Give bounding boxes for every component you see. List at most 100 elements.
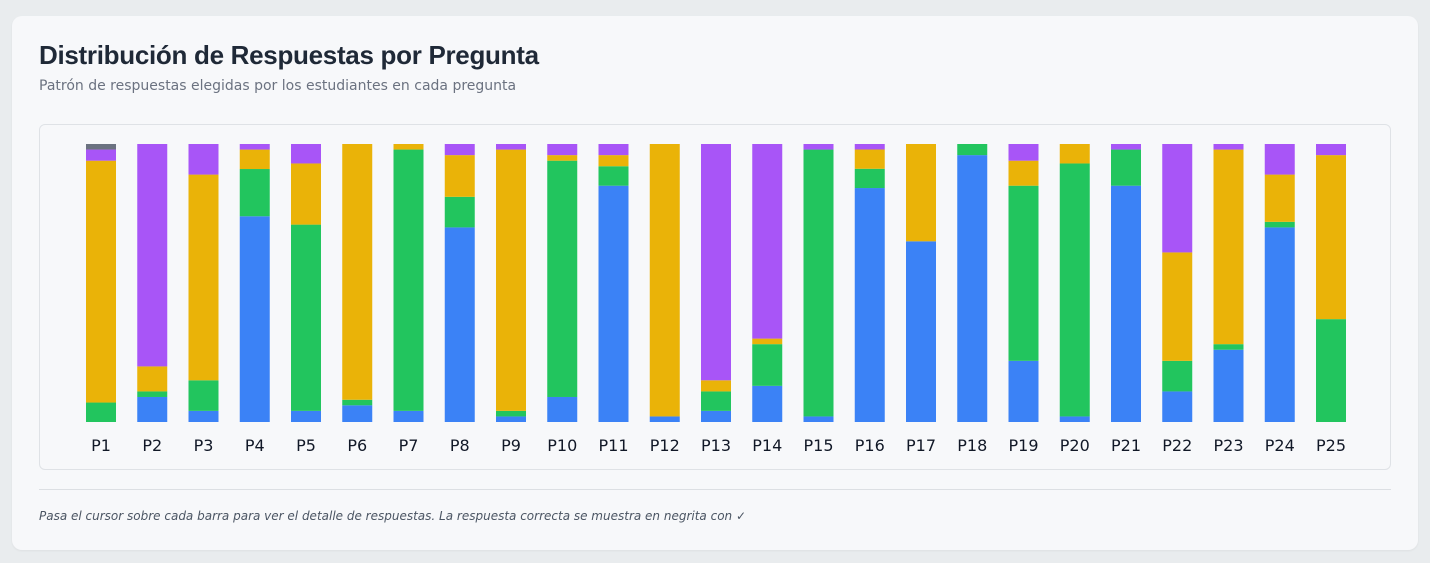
bar-segment-p7-b[interactable] — [393, 149, 424, 411]
bar-segment-p5-c[interactable] — [291, 163, 321, 225]
bar-segment-p24-d[interactable] — [1264, 144, 1295, 175]
bar-segment-p22-c[interactable] — [1162, 252, 1193, 361]
bar-p12[interactable] — [649, 144, 680, 422]
bar-segment-p2-c[interactable] — [137, 366, 168, 392]
bar-p7[interactable] — [393, 144, 424, 422]
bar-p17[interactable] — [906, 144, 936, 422]
bar-segment-p25-c[interactable] — [1316, 155, 1346, 320]
bar-segment-p24-b[interactable] — [1264, 221, 1295, 228]
bar-segment-p11-c[interactable] — [598, 155, 629, 167]
bar-p5[interactable] — [291, 144, 321, 422]
bar-segment-p12-c[interactable] — [649, 144, 680, 417]
bar-segment-p13-d[interactable] — [701, 144, 731, 381]
bar-p20[interactable] — [1059, 144, 1090, 422]
bar-p22[interactable] — [1162, 144, 1193, 422]
bar-segment-p2-b[interactable] — [137, 391, 168, 397]
bar-segment-p23-c[interactable] — [1213, 149, 1244, 345]
bar-segment-p14-c[interactable] — [752, 338, 783, 345]
bar-p19[interactable] — [1008, 144, 1039, 422]
bar-p4[interactable] — [239, 144, 270, 422]
bar-segment-p5-d[interactable] — [291, 144, 321, 164]
bar-segment-p20-b[interactable] — [1059, 163, 1090, 417]
bar-segment-p16-b[interactable] — [854, 168, 885, 189]
bar-segment-p21-d[interactable] — [1111, 144, 1141, 150]
bar-segment-p15-b[interactable] — [803, 149, 834, 417]
bar-p25[interactable] — [1316, 144, 1346, 422]
bar-segment-p4-c[interactable] — [239, 149, 270, 170]
bar-segment-p8-b[interactable] — [444, 196, 475, 228]
bar-segment-p6-b[interactable] — [342, 399, 373, 406]
bar-segment-p22-d[interactable] — [1162, 144, 1193, 253]
bar-segment-p2-a[interactable] — [137, 396, 168, 422]
bar-segment-p16-c[interactable] — [854, 149, 885, 169]
bar-segment-p3-d[interactable] — [188, 144, 219, 175]
bar-segment-p6-a[interactable] — [342, 405, 373, 422]
bar-p16[interactable] — [854, 144, 885, 422]
bar-segment-p5-a[interactable] — [291, 410, 321, 422]
bar-segment-p25-b[interactable] — [1316, 319, 1346, 422]
bar-p2[interactable] — [137, 144, 168, 422]
bar-segment-p21-b[interactable] — [1111, 149, 1141, 186]
bar-segment-p14-d[interactable] — [752, 144, 783, 339]
bar-segment-p19-b[interactable] — [1008, 185, 1039, 361]
bar-segment-p19-d[interactable] — [1008, 144, 1039, 161]
bar-segment-p5-b[interactable] — [291, 224, 321, 411]
bar-segment-p24-c[interactable] — [1264, 174, 1295, 222]
bar-segment-p7-a[interactable] — [393, 410, 424, 422]
bar-p1[interactable] — [86, 144, 116, 422]
bar-segment-p10-a[interactable] — [547, 396, 578, 422]
bar-segment-p4-b[interactable] — [239, 169, 270, 217]
bar-segment-p14-a[interactable] — [752, 385, 783, 422]
bar-segment-p25-d[interactable] — [1316, 144, 1346, 156]
bar-segment-p10-b[interactable] — [547, 160, 578, 397]
bar-segment-p4-a[interactable] — [239, 216, 270, 422]
bar-segment-p11-a[interactable] — [598, 185, 629, 422]
bar-segment-p13-c[interactable] — [701, 380, 731, 392]
bar-segment-p1-d[interactable] — [86, 149, 116, 161]
bar-segment-p3-c[interactable] — [188, 174, 219, 381]
bar-segment-p1-c[interactable] — [86, 160, 116, 403]
bar-p15[interactable] — [803, 144, 834, 422]
bar-segment-p13-b[interactable] — [701, 391, 731, 411]
bar-segment-p24-a[interactable] — [1264, 227, 1295, 422]
bar-segment-p19-c[interactable] — [1008, 160, 1039, 186]
bar-segment-p1-b[interactable] — [86, 402, 116, 422]
bar-segment-p12-a[interactable] — [649, 416, 680, 422]
bar-segment-p22-b[interactable] — [1162, 360, 1193, 392]
bar-segment-p9-a[interactable] — [496, 416, 526, 422]
bar-segment-p9-c[interactable] — [496, 149, 526, 411]
bar-segment-p16-a[interactable] — [854, 188, 885, 422]
bar-segment-p17-a[interactable] — [906, 241, 936, 422]
bar-segment-p20-c[interactable] — [1059, 144, 1090, 164]
bar-segment-p22-a[interactable] — [1162, 391, 1193, 422]
bar-segment-p2-d[interactable] — [137, 144, 168, 367]
bar-p21[interactable] — [1111, 144, 1141, 422]
bar-p8[interactable] — [444, 144, 475, 422]
bar-segment-p23-a[interactable] — [1213, 349, 1244, 422]
bar-segment-p16-d[interactable] — [854, 144, 885, 150]
bar-segment-p11-b[interactable] — [598, 166, 629, 186]
bar-segment-p4-d[interactable] — [239, 144, 270, 150]
bar-segment-p15-a[interactable] — [803, 416, 834, 422]
bar-segment-p13-a[interactable] — [701, 410, 731, 422]
bar-p23[interactable] — [1213, 144, 1244, 422]
bar-segment-p1-sin-respuesta[interactable] — [86, 144, 116, 150]
bar-segment-p21-a[interactable] — [1111, 185, 1141, 422]
bar-segment-p19-a[interactable] — [1008, 360, 1039, 422]
bar-segment-p15-d[interactable] — [803, 144, 834, 150]
bar-p13[interactable] — [701, 144, 731, 422]
bar-segment-p8-d[interactable] — [444, 144, 475, 156]
bar-segment-p17-c[interactable] — [906, 144, 936, 242]
bar-segment-p23-b[interactable] — [1213, 344, 1244, 350]
bar-p3[interactable] — [188, 144, 219, 422]
bar-p18[interactable] — [957, 144, 988, 422]
bar-segment-p8-a[interactable] — [444, 227, 475, 422]
bar-segment-p18-a[interactable] — [957, 155, 988, 422]
bar-segment-p23-d[interactable] — [1213, 144, 1244, 150]
bar-segment-p7-c[interactable] — [393, 144, 424, 150]
bar-p10[interactable] — [547, 144, 578, 422]
bar-p6[interactable] — [342, 144, 373, 422]
bar-segment-p14-b[interactable] — [752, 344, 783, 386]
bar-segment-p9-b[interactable] — [496, 410, 526, 417]
bar-segment-p10-d[interactable] — [547, 144, 578, 156]
